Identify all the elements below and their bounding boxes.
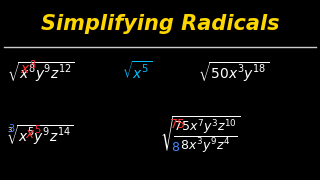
Text: $\sqrt{x^{5}}$: $\sqrt{x^{5}}$ [122, 62, 152, 83]
Text: $8$: $8$ [171, 141, 180, 154]
Text: $3$: $3$ [8, 122, 15, 134]
Text: $x^{8}$: $x^{8}$ [20, 58, 36, 77]
Text: Simplifying Radicals: Simplifying Radicals [41, 14, 279, 34]
Text: $\sqrt{\dfrac{75x^{7}y^{3}z^{10}}{8x^{3}y^{9}z^{4}}}$: $\sqrt{\dfrac{75x^{7}y^{3}z^{10}}{8x^{3}… [160, 114, 241, 155]
Text: $\sqrt[3]{x^{5}y^{9}z^{14}}$: $\sqrt[3]{x^{5}y^{9}z^{14}}$ [7, 123, 74, 147]
Text: $75$: $75$ [169, 118, 186, 131]
Text: $\sqrt{50x^{3}y^{18}}$: $\sqrt{50x^{3}y^{18}}$ [198, 60, 269, 84]
Text: $\sqrt{x^{8}y^{9}z^{12}}$: $\sqrt{x^{8}y^{9}z^{12}}$ [7, 60, 75, 84]
Text: $x^{5}$: $x^{5}$ [25, 123, 41, 142]
